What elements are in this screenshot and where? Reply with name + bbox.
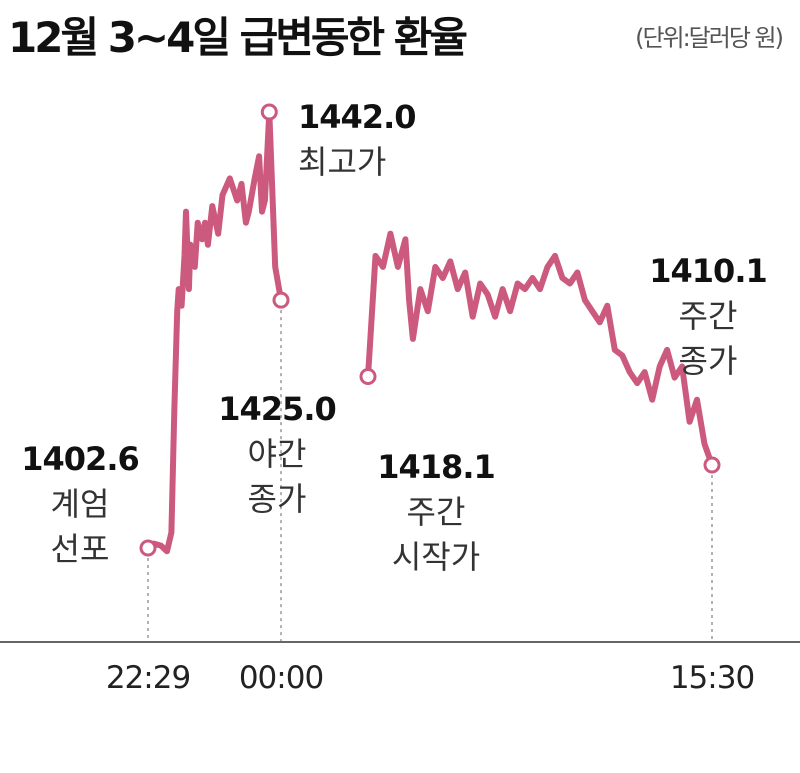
day-close-value-label: 1410.1 xyxy=(649,252,766,290)
martial-law-caption: 계엄 xyxy=(51,485,110,523)
martial-law-caption: 선포 xyxy=(51,530,110,568)
high-marker xyxy=(260,103,278,121)
night-close-caption: 종가 xyxy=(248,480,307,518)
day-close-caption: 종가 xyxy=(679,342,738,380)
chart-title: 12월 3~4일 급변동한 환율 xyxy=(8,13,468,62)
x-tick-label: 15:30 xyxy=(670,660,754,696)
night-close-marker xyxy=(272,291,290,309)
day-close-marker xyxy=(703,456,721,474)
day-open-value-label: 1418.1 xyxy=(377,448,494,486)
high-value-label: 1442.0 xyxy=(298,98,415,136)
x-tick-label: 22:29 xyxy=(106,660,190,696)
day-session-line xyxy=(365,230,715,468)
night-close-caption: 야간 xyxy=(248,435,307,473)
high-caption: 최고가 xyxy=(298,143,386,181)
unit-label: (단위:달러당 원) xyxy=(635,24,784,52)
day-close-caption: 주간 xyxy=(679,297,738,335)
night-session-line xyxy=(145,109,284,555)
day-open-marker xyxy=(359,367,377,385)
day-open-caption: 주간 xyxy=(407,493,466,531)
x-tick-label: 00:00 xyxy=(239,660,323,696)
day-open-caption: 시작가 xyxy=(392,538,480,576)
martial-law-value-label: 1402.6 xyxy=(21,440,138,478)
martial-law-marker xyxy=(139,539,157,557)
night-close-value-label: 1425.0 xyxy=(218,390,335,428)
